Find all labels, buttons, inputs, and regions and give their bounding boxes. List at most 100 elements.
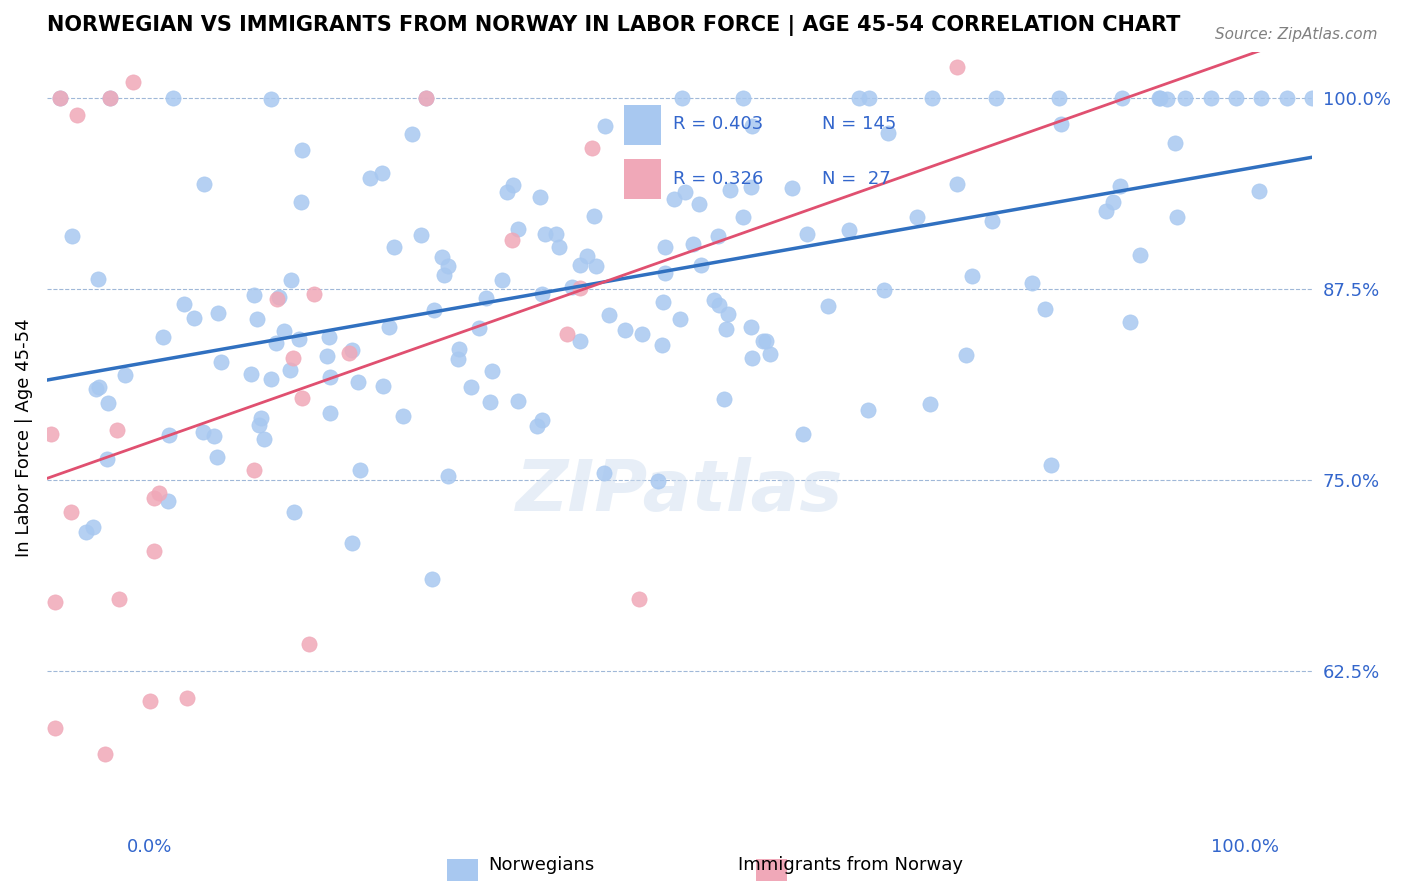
Point [1199,90,1222,104]
Point [752,334,775,348]
Point [654,267,676,281]
Point [481,364,503,378]
Point [688,197,710,211]
Point [581,141,603,155]
Point [1129,248,1152,262]
Point [359,170,381,185]
Point [1033,301,1056,316]
Point [1111,90,1133,104]
Point [576,249,599,263]
FancyBboxPatch shape [624,105,661,145]
Point [713,392,735,406]
Point [401,127,423,141]
Point [260,372,283,386]
Point [689,259,711,273]
Point [191,425,214,440]
Point [266,292,288,306]
Point [682,236,704,251]
Point [1250,90,1272,104]
Point [66,108,89,122]
Point [1021,276,1043,290]
Point [337,346,360,360]
Point [280,273,302,287]
Point [496,185,519,199]
Point [87,272,110,286]
Point [264,336,287,351]
Point [921,90,943,104]
Point [662,192,685,206]
Point [1156,92,1178,106]
Point [318,329,340,343]
Point [796,227,818,241]
Point [792,427,814,442]
Point [669,312,692,326]
Point [273,324,295,338]
Point [105,424,128,438]
Point [278,363,301,377]
Point [920,397,942,411]
Point [671,90,693,104]
Point [209,354,232,368]
Point [631,326,654,341]
Point [82,520,104,534]
Point [340,536,363,550]
Point [848,90,870,104]
Point [108,592,131,607]
Point [183,311,205,326]
Point [94,747,117,761]
Point [627,592,650,607]
Point [249,411,271,425]
Point [530,287,553,301]
Point [546,227,568,241]
Point [741,351,763,365]
Point [877,126,900,140]
Point [873,283,896,297]
Point [946,177,969,191]
Point [430,250,453,264]
Point [97,395,120,409]
Point [468,321,491,335]
Point [1040,458,1063,473]
Point [755,334,778,349]
Point [207,450,229,465]
Point [731,210,754,224]
Point [302,287,325,301]
Point [651,295,673,310]
Text: N = 145: N = 145 [823,115,896,133]
Point [152,330,174,344]
Point [48,90,70,104]
Point [291,144,314,158]
Point [318,406,340,420]
Text: 100.0%: 100.0% [1212,838,1279,856]
Point [291,391,314,405]
Point [298,637,321,651]
Text: N =  27: N = 27 [823,170,890,188]
Point [907,210,929,224]
Point [193,178,215,192]
Point [48,90,70,104]
Point [162,90,184,104]
Point [460,379,482,393]
Point [741,120,763,134]
Point [502,178,524,193]
Point [433,268,456,282]
Point [260,92,283,106]
Point [561,280,583,294]
Point [253,432,276,446]
Point [243,288,266,302]
Point [984,90,1007,104]
Point [437,469,460,483]
Point [315,349,337,363]
Point [239,367,262,381]
Point [1225,90,1247,104]
Point [714,322,737,336]
Point [1166,210,1188,224]
Point [1147,90,1170,104]
Point [44,595,66,609]
Point [598,308,620,322]
Point [207,306,229,320]
Point [593,466,616,480]
Point [60,229,83,244]
Point [526,418,548,433]
Text: 0.0%: 0.0% [127,838,172,856]
